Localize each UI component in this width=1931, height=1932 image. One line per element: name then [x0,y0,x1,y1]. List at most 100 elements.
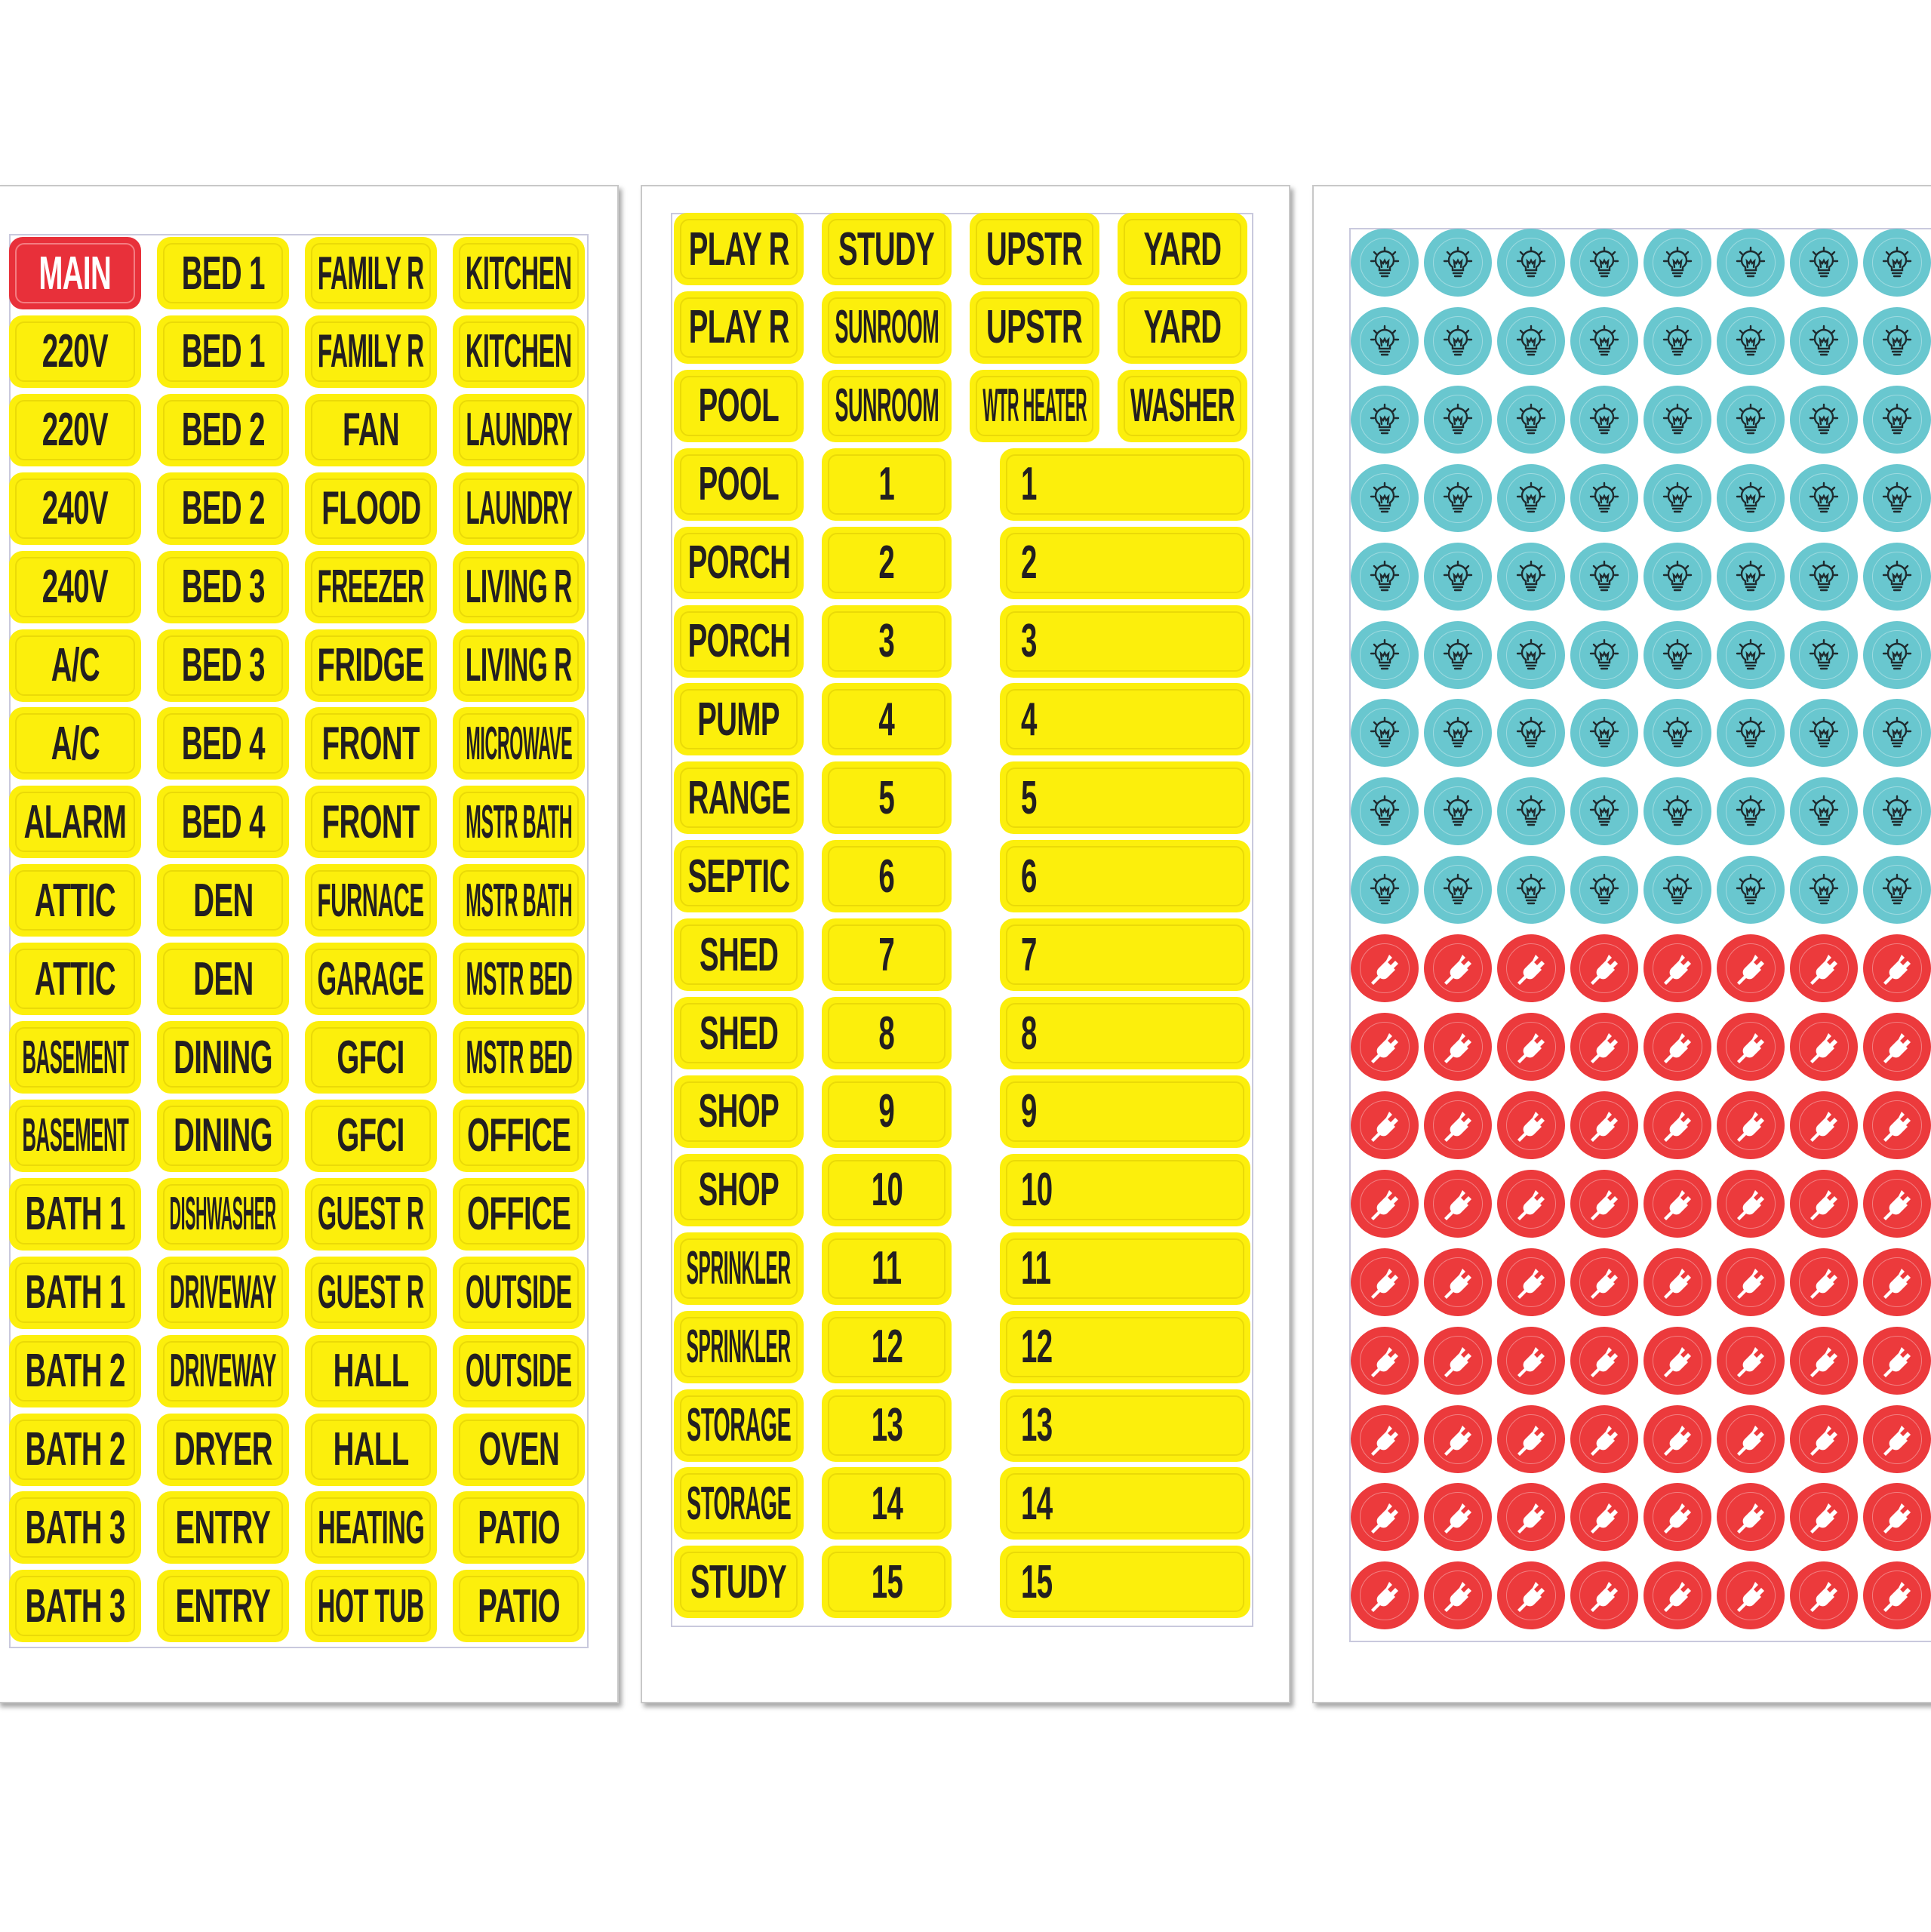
plug-icon [1367,950,1403,986]
light-circle-sticker [1717,699,1785,768]
lightbulb-icon [1513,872,1549,908]
light-circle-sticker [1351,699,1419,768]
light-circle-sticker [1497,385,1565,454]
outlet-circle-sticker [1424,1247,1492,1316]
outlet-circle-sticker [1497,1091,1565,1159]
light-circle-sticker [1863,777,1931,846]
outlet-circle-sticker [1717,934,1785,1003]
label-text: BATH 3 [25,1501,125,1554]
wide-number-label: 1 [1000,448,1250,521]
lightbulb-icon [1367,245,1403,281]
outlet-circle-sticker [1351,934,1419,1003]
lightbulb-icon [1659,637,1696,673]
lightbulb-icon [1733,558,1769,595]
light-circle-sticker [1424,620,1492,689]
outlet-circle-sticker [1570,1247,1638,1316]
plug-icon [1659,1107,1696,1143]
label-text: OUTSIDE [466,1266,572,1319]
plug-icon [1367,1264,1403,1300]
label-sticker: 240V [9,472,141,545]
light-circle-sticker [1790,385,1858,454]
outlet-circle-sticker [1351,1326,1419,1395]
lightbulb-icon [1513,401,1549,438]
lightbulb-icon [1367,480,1403,516]
plug-icon [1513,950,1549,986]
label-sticker: MSTR BED [453,1021,585,1094]
outlet-circle-sticker [1790,1404,1858,1473]
light-circle-sticker [1570,699,1638,768]
light-circle-sticker [1644,777,1711,846]
light-circle-sticker [1717,229,1785,297]
label-area-1: MAIN 220V 220V 240V 240V A/C A/C ALARM ATTIC ATTI… [9,234,589,1648]
label-sticker: LIVING R [453,550,585,623]
plug-icon [1586,950,1622,986]
outlet-circle-sticker [1644,1561,1711,1630]
outlet-circle-sticker [1717,1404,1785,1473]
plug-icon [1513,1264,1549,1300]
label-sticker: 240V [9,550,141,623]
plug-icon [1733,950,1769,986]
plug-icon [1513,1186,1549,1222]
outlet-circle-sticker [1570,934,1638,1003]
label-sticker: FURNACE [305,864,437,937]
label-sticker: HALL [305,1413,437,1486]
lightbulb-icon [1513,558,1549,595]
light-circle-sticker [1497,463,1565,532]
lightbulb-icon [1586,401,1622,438]
label-text: 3 [1021,615,1037,667]
label-text: MSTR BED [466,1031,572,1084]
outlet-circle-sticker [1863,1483,1931,1552]
lightbulb-icon [1733,793,1769,829]
lightbulb-icon [1367,872,1403,908]
outlet-circle-sticker [1717,1483,1785,1552]
label-text: BED 3 [181,561,265,614]
outlet-circle-sticker [1717,1326,1785,1395]
outlet-circle-sticker [1863,1247,1931,1316]
label-text: MAIN [38,247,112,300]
number-label: 6 [822,840,952,913]
plug-icon [1733,1107,1769,1143]
light-circle-sticker [1644,856,1711,924]
outlet-circle-sticker [1570,1404,1638,1473]
label-text: HALL [333,1423,409,1475]
lightbulb-icon [1513,480,1549,516]
outlet-circle-sticker [1497,1169,1565,1238]
lightbulb-icon [1659,401,1696,438]
label-sticker: STORAGE [674,1389,804,1462]
number-label: 15 [822,1546,952,1619]
label-sticker: OFFICE [453,1177,585,1251]
label-sticker: BED 1 [157,237,289,309]
plug-icon [1440,1343,1476,1379]
label-text: SHOP [698,1164,779,1217]
label-text: WTR HEATER [982,380,1087,432]
outlet-circle-sticker [1790,1091,1858,1159]
label-sticker: FRIDGE [305,629,437,702]
label-sticker: BASEMENT [9,1099,141,1172]
label-sticker: PLAY R [674,213,804,285]
light-circle-sticker [1790,699,1858,768]
light-circle-sticker [1351,620,1419,689]
light-circle-sticker [1497,856,1565,924]
label-sticker: DISHWASHER [157,1177,289,1251]
outlet-circle-sticker [1717,1169,1785,1238]
light-circle-sticker [1863,229,1931,297]
outlet-circle-sticker [1424,1169,1492,1238]
plug-icon [1806,1499,1842,1535]
outlet-circle-sticker [1863,1561,1931,1630]
plug-icon [1513,1343,1549,1379]
label-sticker: ATTIC [9,943,141,1016]
label-text: BASEMENT [22,1109,128,1162]
label-sticker: RANGE [674,761,804,835]
label-sheet-3 [1312,185,1931,1703]
label-text: DEN [192,952,254,1005]
outlet-circle-sticker [1863,1326,1931,1395]
outlet-circle-sticker [1497,1404,1565,1473]
label-text: 12 [1021,1321,1053,1374]
wide-number-label: 4 [1000,683,1250,756]
plug-icon [1659,1343,1696,1379]
label-text: STORAGE [686,1399,792,1451]
light-circle-sticker [1790,620,1858,689]
outlet-circle-sticker [1424,1404,1492,1473]
plug-icon [1513,1107,1549,1143]
label-text: 15 [1021,1555,1053,1608]
